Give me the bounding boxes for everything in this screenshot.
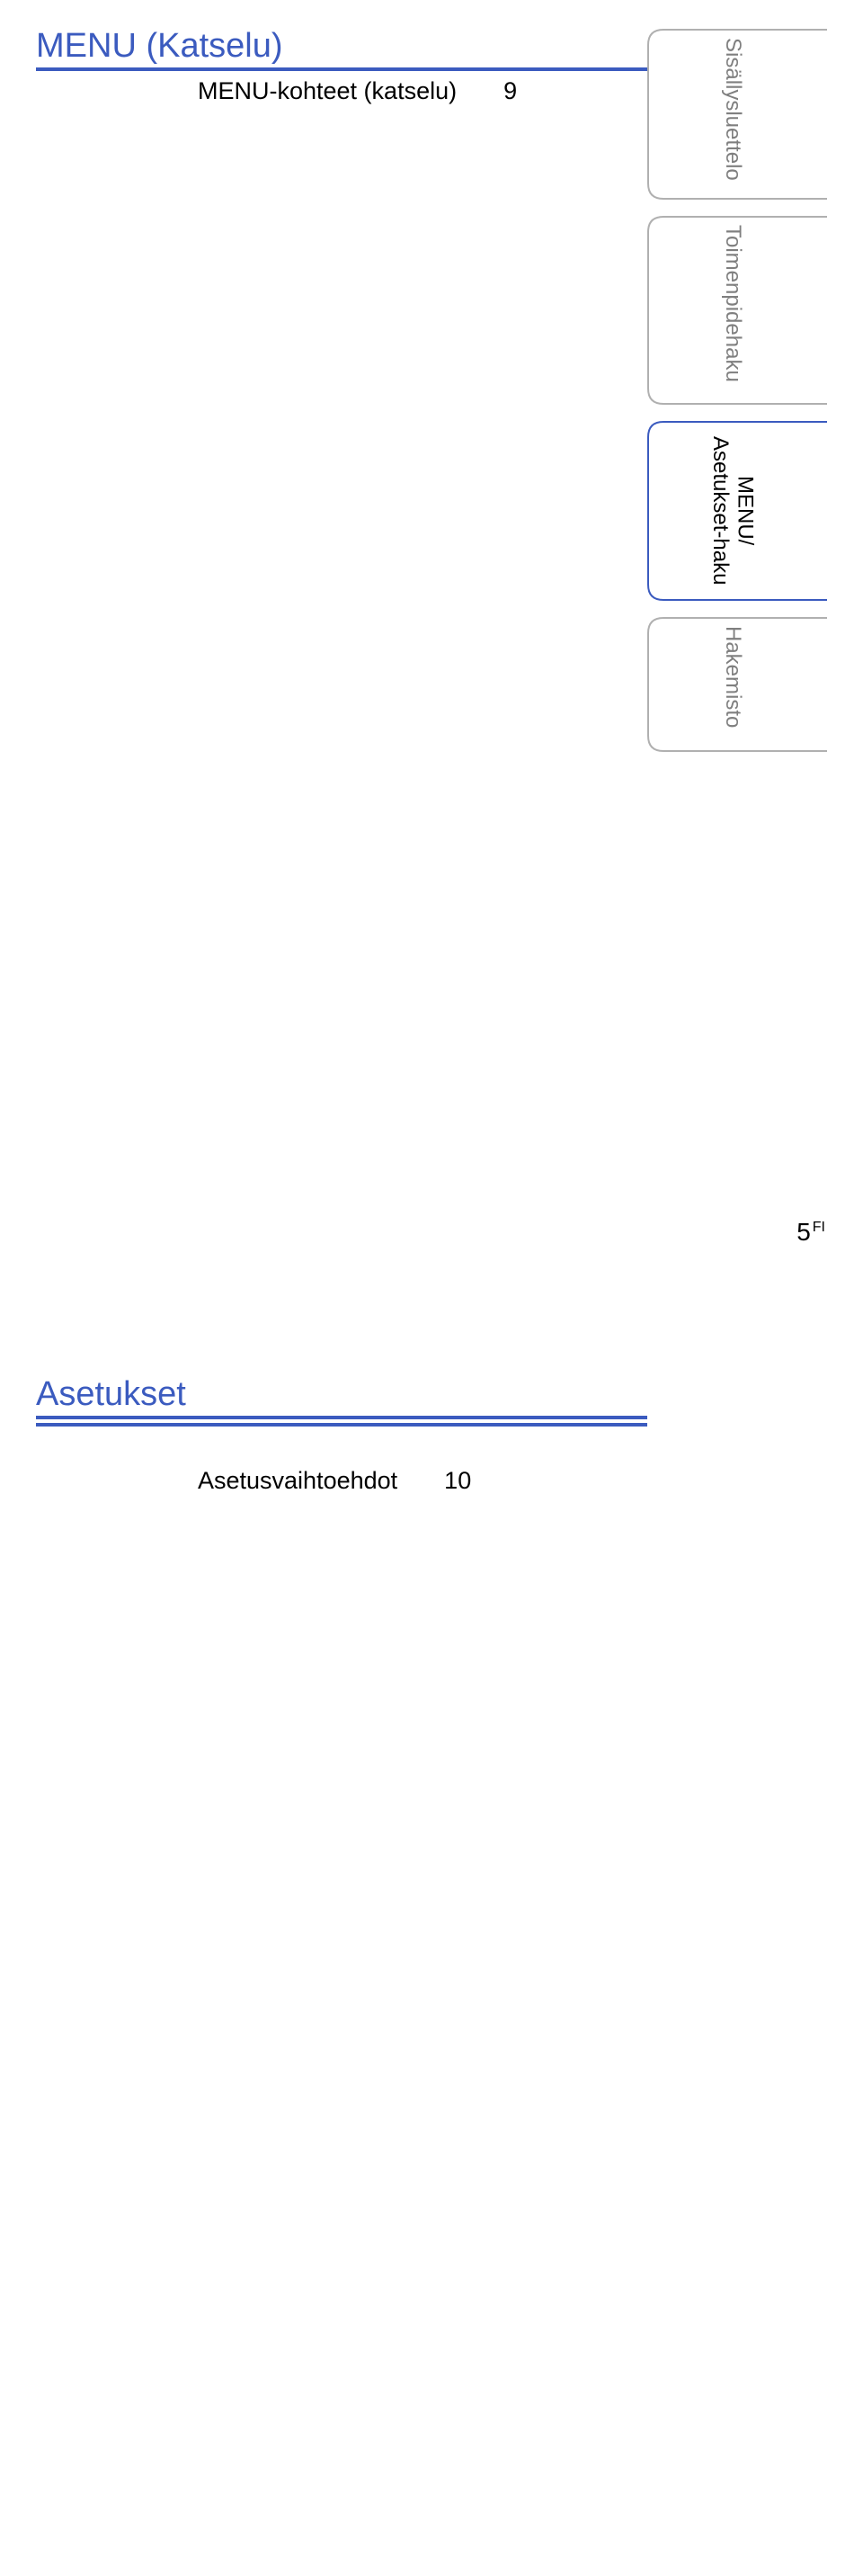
section-heading[interactable]: Asetukset — [36, 1375, 186, 1416]
section-entries: Asetusvaihtoehdot 10 — [198, 1436, 647, 2576]
toc-entry-label: Asetusvaihtoehdot — [198, 1462, 397, 1500]
tab-border — [647, 216, 827, 405]
page-number: 5FI — [796, 1218, 825, 1247]
nav-tab[interactable]: Sisällysluettelo — [647, 29, 827, 200]
section: Asetukset Asetusvaihtoehdot 10 — [36, 1375, 647, 2576]
toc-entry-page: 9 — [467, 46, 647, 1334]
section: MENU (Katselu)MENU-kohteet (katselu) 9 — [36, 27, 647, 1334]
nav-tab[interactable]: Toimenpidehaku — [647, 216, 827, 405]
nav-tab[interactable]: MENU/Asetukset-haku — [647, 421, 827, 601]
page-number-suffix: FI — [813, 1220, 825, 1235]
section-heading-row: Asetukset — [36, 1375, 647, 1419]
section-heading-suffix: (Katselu) — [137, 27, 283, 65]
tab-border — [647, 617, 827, 752]
section-entries: MENU-kohteet (katselu) 9 — [198, 46, 647, 1334]
toc-entry[interactable]: MENU-kohteet (katselu) 9 — [198, 46, 647, 1334]
nav-tab[interactable]: Hakemisto — [647, 617, 827, 752]
tab-border — [647, 421, 827, 601]
toc-entry-page: 10 — [408, 1436, 647, 2576]
section-rule — [36, 1423, 647, 1427]
section-heading[interactable]: MENU (Katselu) — [36, 27, 283, 67]
toc-entry-label: MENU-kohteet (katselu) — [198, 73, 457, 111]
toc-entry[interactable]: Asetusvaihtoehdot 10 — [198, 1436, 647, 2576]
tab-border — [647, 29, 827, 200]
page-number-value: 5 — [796, 1218, 811, 1246]
